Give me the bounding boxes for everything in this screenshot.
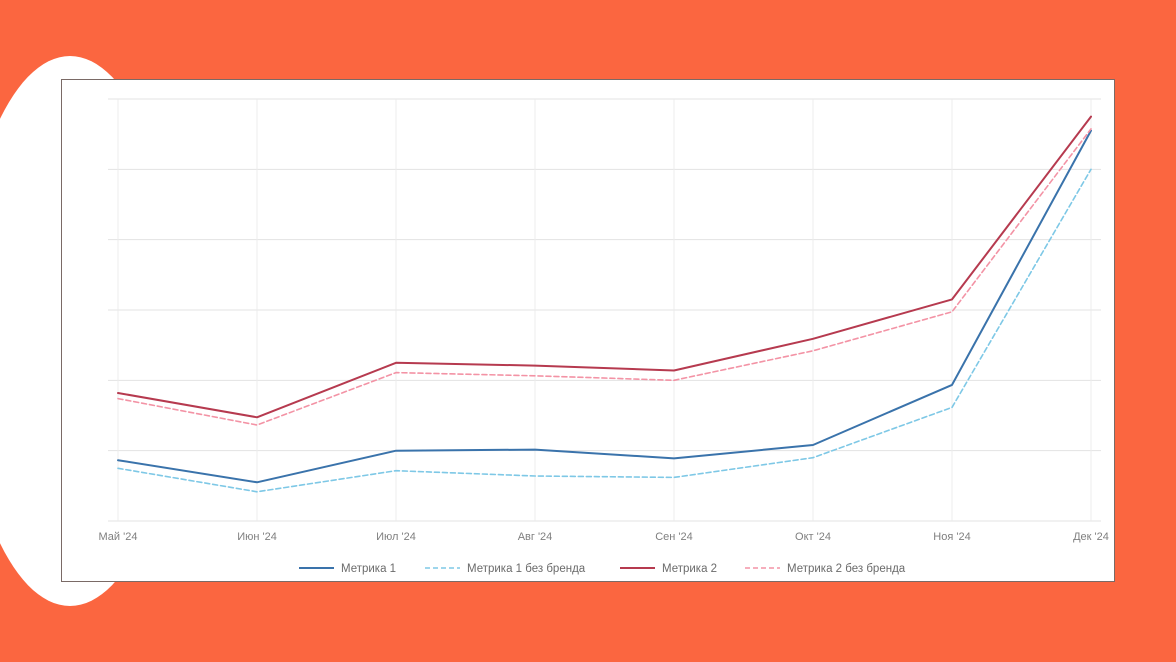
- grid-lines: [108, 98, 1101, 522]
- legend-label: Метрика 2 без бренда: [787, 563, 906, 575]
- legend-label: Метрика 1 без бренда: [467, 563, 586, 575]
- x-tick-label: Май '24: [99, 531, 138, 543]
- x-tick-label: Июл '24: [376, 531, 416, 543]
- x-tick-label: Июн '24: [237, 531, 277, 543]
- x-tick-label: Сен '24: [655, 531, 693, 543]
- series-lines: [117, 115, 1092, 493]
- x-tick-label: Ноя '24: [933, 531, 970, 543]
- series-line: [117, 115, 1092, 419]
- x-tick-label: Окт '24: [795, 531, 831, 543]
- legend-label: Метрика 1: [341, 563, 396, 575]
- legend: Метрика 1 Метрика 1 без бренда Метрика 2 Ме…: [299, 563, 906, 575]
- x-tick-label: Дек '24: [1073, 531, 1109, 543]
- series-line: [117, 128, 1092, 426]
- x-tick-label: Авг '24: [518, 531, 553, 543]
- x-axis-tick-labels: Май '24 Июн '24 Июл '24 Авг '24 Сен '24 Окт '…: [99, 531, 1109, 543]
- series-line: [117, 129, 1092, 484]
- line-chart: Май '24 Июн '24 Июл '24 Авг '24 Сен '24 Окт '…: [99, 98, 1109, 575]
- series-line: [117, 168, 1092, 493]
- legend-label: Метрика 2: [662, 563, 717, 575]
- chart-card: Май '24 Июн '24 Июл '24 Авг '24 Сен '24 Окт '…: [61, 79, 1115, 582]
